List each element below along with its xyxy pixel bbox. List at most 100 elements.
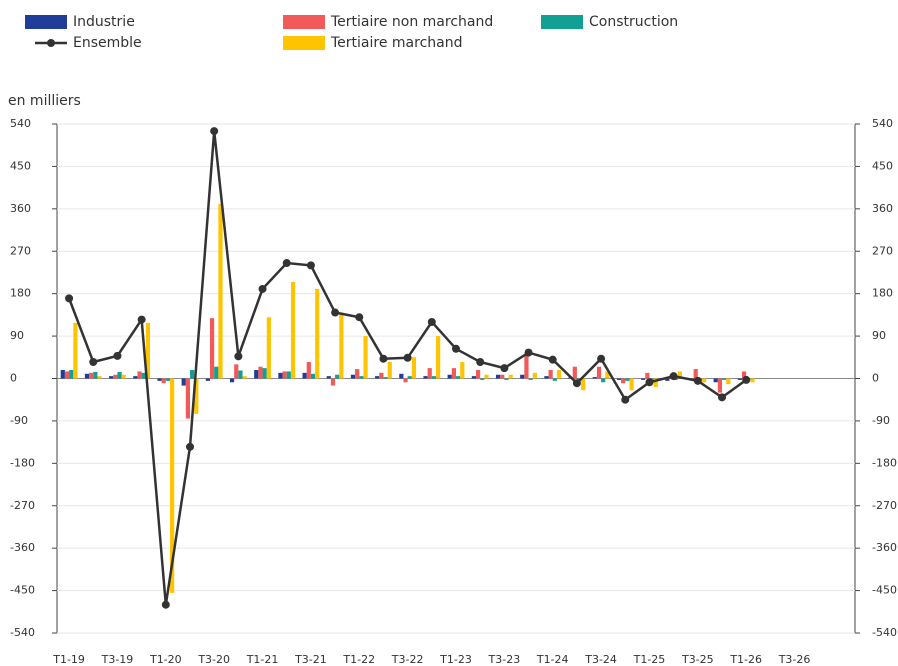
bar <box>330 378 336 386</box>
bar <box>621 378 626 384</box>
y2-tick-label: -270 <box>872 499 897 512</box>
line-point <box>427 317 436 326</box>
bar <box>262 368 267 379</box>
bar <box>302 372 307 379</box>
bar <box>69 370 74 379</box>
bar <box>181 378 186 386</box>
bar <box>121 374 126 379</box>
bar <box>524 354 529 379</box>
bar <box>282 371 287 379</box>
y-tick-label: -90 <box>10 414 28 427</box>
x-tick-label: T1-24 <box>536 653 569 666</box>
bar <box>64 371 70 379</box>
x-tick-label: T3-22 <box>391 653 424 666</box>
bar <box>436 336 441 379</box>
bar <box>407 376 412 379</box>
bar <box>460 362 465 379</box>
legend-label: Tertiaire marchand <box>330 35 462 51</box>
bar <box>387 362 392 379</box>
line-point <box>693 376 702 385</box>
bar <box>214 366 219 379</box>
bar <box>520 374 525 379</box>
bar <box>572 366 577 379</box>
bar <box>335 374 340 379</box>
y2-tick-label: -360 <box>872 541 897 554</box>
line-point <box>210 127 219 136</box>
y2-tick-label: 360 <box>872 202 893 215</box>
bar <box>596 366 602 379</box>
line-point <box>234 352 243 361</box>
bar <box>161 378 166 384</box>
bar <box>726 378 731 385</box>
x-tick-label: T1-19 <box>52 653 85 666</box>
bar <box>495 374 501 379</box>
bar <box>194 378 199 414</box>
bar <box>717 378 722 393</box>
bar <box>645 372 650 379</box>
legend-swatch <box>283 15 325 29</box>
x-tick-label: T1-25 <box>633 653 666 666</box>
legend-swatch <box>25 15 67 29</box>
bar <box>310 373 316 379</box>
y2-tick-label: 270 <box>872 244 893 257</box>
bar <box>592 377 597 379</box>
bar <box>423 376 428 379</box>
line-point <box>379 354 388 363</box>
bar <box>93 371 98 379</box>
bar <box>190 370 195 379</box>
bar <box>605 371 610 379</box>
bar <box>242 376 247 379</box>
bar <box>205 378 210 381</box>
bar <box>625 378 630 381</box>
y-tick-label: 180 <box>10 287 31 300</box>
bar <box>581 378 586 391</box>
bar <box>375 376 380 379</box>
bar <box>500 374 505 379</box>
line-point <box>742 375 751 384</box>
bar <box>641 378 646 380</box>
bar <box>258 366 263 379</box>
bar <box>544 376 549 379</box>
x-tick-label: T3-25 <box>681 653 714 666</box>
line-point <box>137 315 146 324</box>
bar <box>702 378 707 383</box>
y2-tick-label: -90 <box>872 414 890 427</box>
y2-tick-label: 180 <box>872 287 893 300</box>
bar <box>117 371 122 379</box>
y-axis-label: en milliers <box>8 93 81 109</box>
legend-marker <box>47 39 55 47</box>
bar <box>209 318 215 379</box>
y2-tick-label: -180 <box>872 456 897 469</box>
bar <box>137 371 142 379</box>
line-point <box>186 442 194 451</box>
bar <box>471 376 476 379</box>
y-tick-label: -540 <box>10 626 35 639</box>
bar <box>508 374 513 379</box>
line-point <box>403 353 412 362</box>
bar <box>456 376 461 379</box>
legend-label: Industrie <box>73 14 135 30</box>
bar <box>431 376 437 379</box>
x-tick-label: T1-26 <box>729 653 762 666</box>
y2-tick-label: 450 <box>872 159 893 172</box>
bar <box>403 378 408 383</box>
x-tick-label: T1-20 <box>149 653 182 666</box>
bar <box>383 377 388 379</box>
legend-swatch <box>283 36 325 50</box>
line-point <box>476 358 485 367</box>
bar <box>616 378 622 380</box>
bar <box>89 372 94 379</box>
bar <box>355 369 360 379</box>
bar <box>363 336 368 379</box>
bar <box>713 378 718 383</box>
bar <box>133 376 138 379</box>
line-point <box>258 284 267 293</box>
y2-tick-label: 90 <box>872 329 886 342</box>
bar <box>157 378 162 381</box>
y-tick-label: 540 <box>10 117 31 130</box>
bar <box>315 288 320 379</box>
bar <box>218 204 223 379</box>
bar <box>350 374 356 379</box>
y-tick-label: -450 <box>10 584 35 597</box>
line-point <box>355 313 364 322</box>
